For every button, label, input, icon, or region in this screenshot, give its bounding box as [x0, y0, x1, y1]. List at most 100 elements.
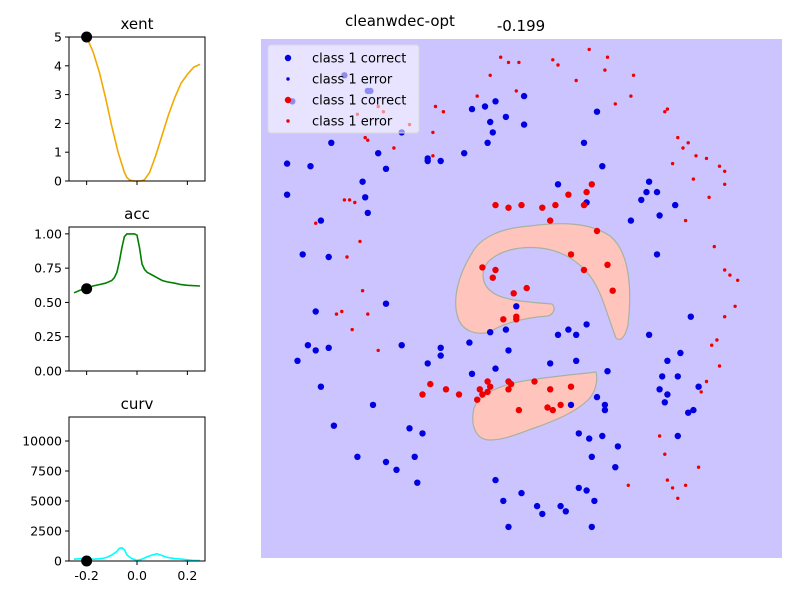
legend-marker: [286, 77, 290, 81]
data-point: [441, 110, 446, 114]
data-point: [500, 497, 507, 505]
data-point: [599, 163, 606, 170]
data-point: [283, 160, 291, 167]
xent-ytick-label: 4: [54, 58, 62, 73]
data-point: [461, 150, 468, 157]
xent-title: xent: [120, 15, 153, 33]
data-point: [424, 155, 431, 162]
data-point: [717, 164, 722, 168]
curv-title: curv: [121, 395, 154, 413]
data-point: [499, 55, 503, 59]
data-point: [653, 251, 661, 258]
data-point: [312, 347, 319, 354]
data-point: [626, 483, 630, 487]
data-point: [601, 406, 609, 414]
data-point: [325, 253, 332, 261]
data-point: [565, 326, 572, 333]
data-point: [489, 274, 496, 281]
data-point: [677, 349, 684, 357]
data-point: [345, 255, 349, 259]
data-point: [638, 196, 645, 204]
curv-ytick-label: 5000: [30, 494, 62, 509]
data-point: [366, 312, 370, 316]
data-point: [539, 510, 546, 518]
data-point: [676, 135, 680, 140]
curv-ytick-label: 7500: [30, 464, 62, 479]
data-point: [392, 146, 396, 150]
data-point: [588, 523, 595, 531]
data-point: [554, 331, 562, 338]
acc-axes-frame: [68, 226, 206, 372]
data-point: [629, 94, 633, 98]
data-point: [514, 89, 518, 93]
data-point: [475, 94, 479, 98]
class-region-lower: [472, 371, 598, 441]
data-point: [375, 150, 382, 157]
curv-xtick-label: 0.2: [177, 568, 197, 583]
data-point: [593, 227, 601, 235]
legend-marker: [286, 119, 290, 123]
class-region-upper: [455, 223, 631, 341]
data-point: [695, 383, 702, 390]
data-point: [424, 360, 431, 367]
data-point: [653, 188, 661, 196]
acc-ytick-label: 0.25: [34, 329, 62, 344]
data-point: [468, 105, 476, 113]
data-point: [317, 383, 325, 390]
data-point: [466, 339, 473, 346]
data-point: [492, 98, 499, 105]
data-point: [358, 239, 362, 244]
data-point: [547, 360, 554, 367]
data-point: [354, 453, 361, 460]
data-point: [442, 386, 450, 393]
curv-xtick-label: 0.0: [127, 568, 147, 583]
data-point: [690, 406, 697, 414]
data-point: [307, 163, 314, 170]
data-point: [492, 266, 499, 274]
data-point: [431, 130, 435, 135]
data-point: [513, 303, 520, 310]
data-point: [657, 434, 662, 438]
legend-label: class 1 correct: [312, 52, 406, 67]
curv-xtick-label: -0.2: [74, 568, 98, 583]
data-point: [551, 58, 555, 62]
data-point: [661, 399, 668, 406]
data-point: [573, 357, 580, 364]
data-point: [393, 466, 400, 473]
data-point: [518, 201, 525, 209]
acc-title: acc: [124, 205, 150, 223]
legend-marker: [284, 96, 292, 104]
data-point: [340, 309, 344, 314]
data-point: [556, 63, 560, 67]
data-point: [728, 273, 732, 277]
xent-ytick-label: 2: [54, 116, 62, 131]
acc-current-point: [81, 283, 93, 295]
data-point: [510, 290, 517, 297]
data-point: [723, 268, 727, 272]
data-point: [565, 191, 572, 198]
data-point: [547, 386, 554, 393]
data-point: [283, 191, 291, 198]
data-point: [347, 198, 352, 202]
data-point: [723, 182, 727, 186]
data-point: [294, 357, 301, 364]
data-point: [587, 47, 591, 52]
data-point: [500, 316, 507, 323]
data-point: [736, 278, 740, 282]
data-point: [518, 489, 525, 497]
data-point: [627, 217, 635, 224]
data-point: [317, 217, 325, 224]
xent-ytick-label: 5: [54, 30, 62, 45]
xent-current-point: [81, 31, 93, 43]
data-point: [362, 194, 369, 201]
data-point: [691, 177, 696, 181]
data-point: [614, 443, 622, 450]
data-point: [479, 264, 486, 271]
data-point: [601, 401, 609, 409]
data-point: [376, 348, 380, 353]
data-point: [547, 217, 554, 224]
data-point: [580, 201, 588, 209]
data-point: [557, 401, 564, 409]
data-point: [487, 118, 494, 126]
data-point: [686, 141, 690, 145]
